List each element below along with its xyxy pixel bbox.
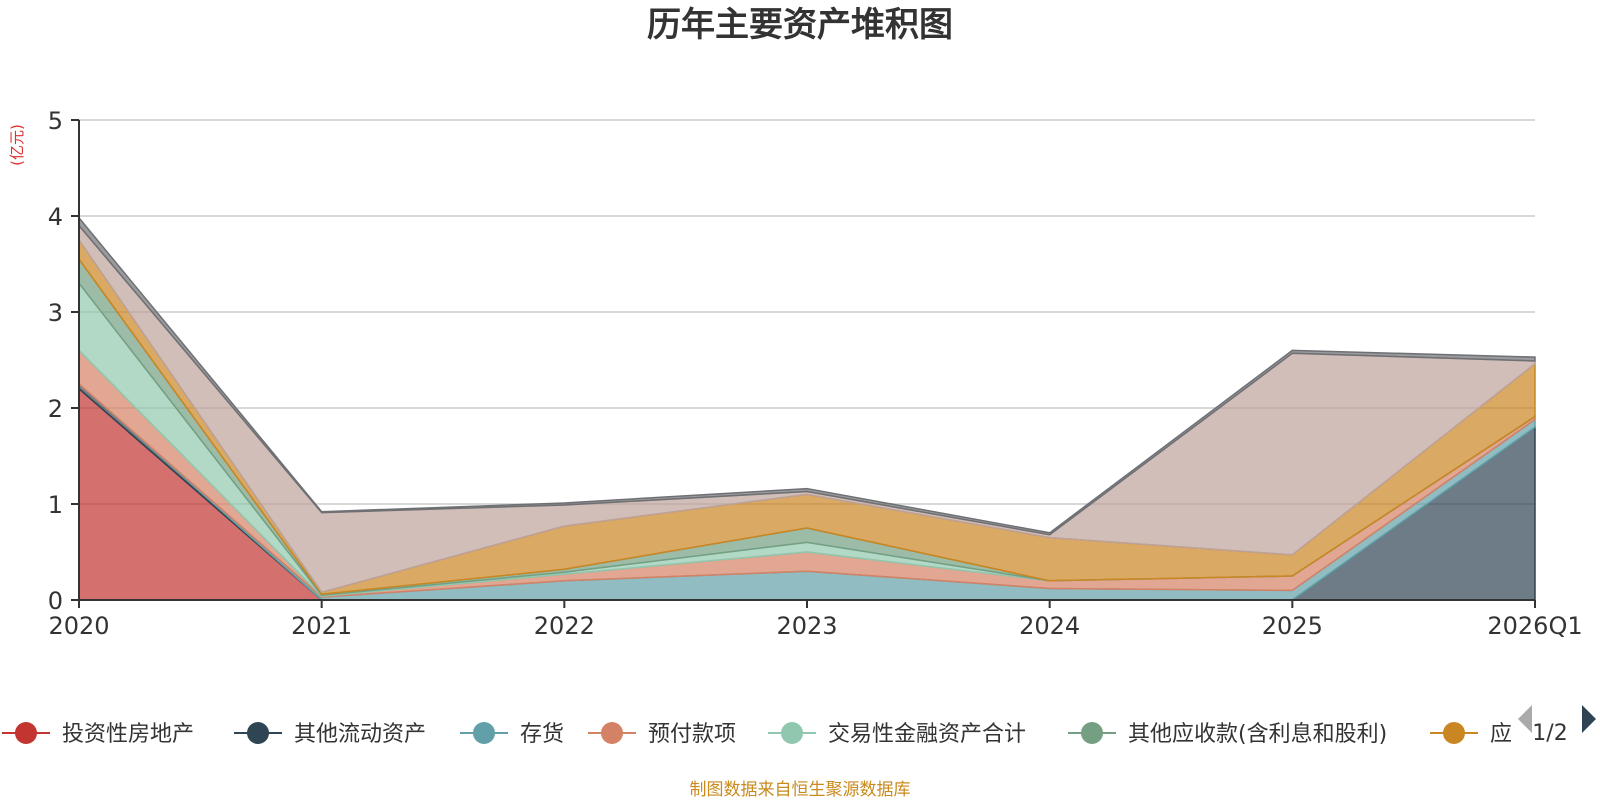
y-tick-label: 5 — [48, 107, 63, 135]
legend-item[interactable]: 其他应收款(含利息和股利) — [1068, 722, 1387, 747]
x-tick-label: 2020 — [48, 612, 109, 640]
legend-marker-icon — [601, 722, 623, 744]
legend-next-page-icon[interactable] — [1582, 705, 1596, 733]
legend-prev-page-icon[interactable] — [1518, 705, 1532, 733]
legend-marker-icon — [781, 722, 803, 744]
legend-marker-icon — [247, 722, 269, 744]
legend-marker-icon — [473, 722, 495, 744]
legend-item[interactable]: 预付款项 — [588, 722, 736, 747]
legend-label: 其他流动资产 — [294, 722, 426, 747]
y-axis-unit-label: (亿元) — [8, 124, 26, 166]
stacked-areas — [78, 215, 1536, 601]
area-series — [78, 215, 1536, 536]
legend-item[interactable]: 交易性金融资产合计 — [768, 722, 1026, 747]
x-tick-label: 2024 — [1019, 612, 1080, 640]
legend-label: 存货 — [520, 722, 564, 747]
legend-label: 投资性房地产 — [62, 722, 194, 747]
legend[interactable]: 投资性房地产 其他流动资产 存货 预付款项 交易性金融资产合计 其他应收款(含利息和股利)… — [2, 722, 1512, 747]
y-tick-label: 0 — [48, 587, 63, 615]
x-tick-label: 2026Q1 — [1487, 612, 1582, 640]
y-axis-tick-labels: 0 1 2 3 4 5 — [48, 107, 63, 615]
legend-label: 预付款项 — [648, 722, 736, 747]
y-tick-label: 2 — [48, 395, 63, 423]
axes — [71, 119, 1536, 608]
legend-pager: 1/2 — [1518, 705, 1596, 746]
legend-marker-icon — [15, 722, 37, 744]
legend-item[interactable]: 存货 — [460, 722, 564, 747]
legend-marker-icon — [1081, 722, 1103, 744]
legend-page-indicator: 1/2 — [1532, 721, 1567, 746]
legend-item[interactable]: 应 — [1430, 722, 1512, 747]
data-source-note: 制图数据来自恒生聚源数据库 — [690, 780, 911, 800]
x-tick-label: 2021 — [291, 612, 352, 640]
legend-label: 应 — [1490, 722, 1512, 747]
x-axis-tick-labels: 2020 2021 2022 2023 2024 2025 2026Q1 — [48, 612, 1582, 640]
x-tick-label: 2025 — [1262, 612, 1323, 640]
legend-label: 交易性金融资产合计 — [828, 722, 1026, 747]
legend-label: 其他应收款(含利息和股利) — [1128, 722, 1387, 747]
x-tick-label: 2023 — [776, 612, 837, 640]
legend-item[interactable]: 其他流动资产 — [234, 722, 426, 747]
x-tick-label: 2022 — [534, 612, 595, 640]
legend-marker-icon — [1443, 722, 1465, 744]
y-tick-label: 4 — [48, 203, 63, 231]
y-tick-label: 1 — [48, 491, 63, 519]
chart-title: 历年主要资产堆积图 — [647, 5, 953, 45]
y-tick-label: 3 — [48, 299, 63, 327]
legend-item[interactable]: 投资性房地产 — [2, 722, 194, 747]
